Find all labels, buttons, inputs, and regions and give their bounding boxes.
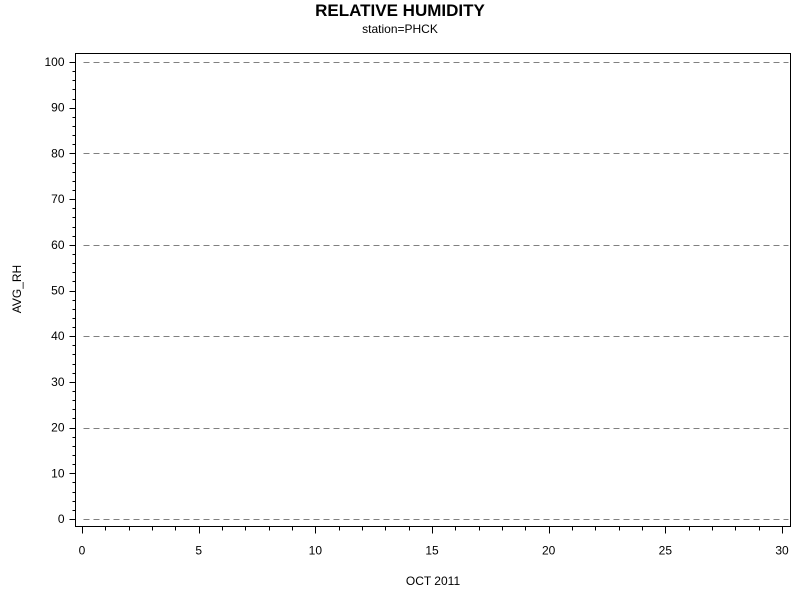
x-tick-label: 0 xyxy=(79,544,86,558)
y-tick-label: 30 xyxy=(51,375,65,389)
x-tick-label: 20 xyxy=(542,544,556,558)
x-tick-label: 25 xyxy=(659,544,673,558)
y-tick-label: 60 xyxy=(51,238,65,252)
reference-lines xyxy=(83,62,789,520)
y-tick-label: 50 xyxy=(51,284,65,298)
y-axis-label: AVG_RH xyxy=(10,265,24,313)
y-axis: 0 10 20 30 40 50 60 70 80 90 100 xyxy=(44,55,76,526)
x-axis-label: OCT 2011 xyxy=(406,574,461,588)
y-tick-label: 10 xyxy=(51,466,65,480)
y-tick-label: 20 xyxy=(51,421,65,435)
x-tick-label: 15 xyxy=(425,544,439,558)
y-tick-label: 70 xyxy=(51,192,65,206)
chart-subtitle: station=PHCK xyxy=(362,22,438,36)
x-tick-label: 5 xyxy=(195,544,202,558)
y-tick-label: 100 xyxy=(44,55,64,69)
chart-title: RELATIVE HUMIDITY xyxy=(315,1,485,20)
x-tick-label: 10 xyxy=(309,544,323,558)
x-tick-label: 30 xyxy=(775,544,789,558)
plot-frame xyxy=(75,53,791,527)
y-tick-label: 0 xyxy=(58,512,65,526)
y-tick-label: 90 xyxy=(51,101,65,115)
x-axis: 0 5 10 15 20 25 30 xyxy=(79,526,789,558)
y-tick-label: 40 xyxy=(51,329,65,343)
y-tick-label: 80 xyxy=(51,146,65,160)
